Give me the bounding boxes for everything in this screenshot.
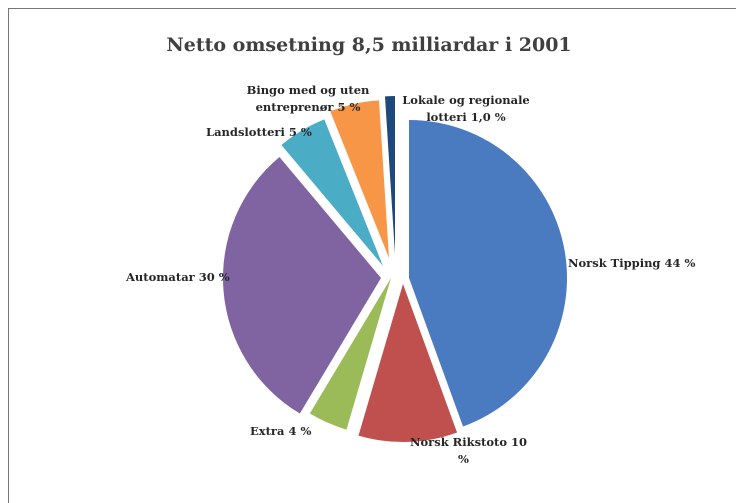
chart-title: Netto omsetning 8,5 milliardar i 2001 xyxy=(166,34,572,56)
slice-label-3: Automatar 30 % xyxy=(125,270,230,284)
pie-slice-5 xyxy=(330,100,389,258)
pie-slice-0 xyxy=(409,120,567,427)
pie-slice-1 xyxy=(358,284,458,442)
chart-frame xyxy=(8,8,736,503)
slice-label-6: Lokale og regionale lotteri 1,0 % xyxy=(402,93,530,124)
slice-label-1: Norsk Rikstoto 10% xyxy=(410,435,527,466)
slice-label-2: Extra 4 % xyxy=(250,424,311,438)
slice-label-0: Norsk Tipping 44 % xyxy=(568,256,695,270)
pie-slice-2 xyxy=(309,278,391,430)
pie-slice-6 xyxy=(384,96,395,254)
pie-slice-3 xyxy=(222,156,381,414)
slice-label-5: Bingo med og uten entreprenør 5 % xyxy=(247,83,370,114)
pie-slice-4 xyxy=(281,119,383,266)
slice-label-4: Landslotteri 5 % xyxy=(206,125,312,139)
